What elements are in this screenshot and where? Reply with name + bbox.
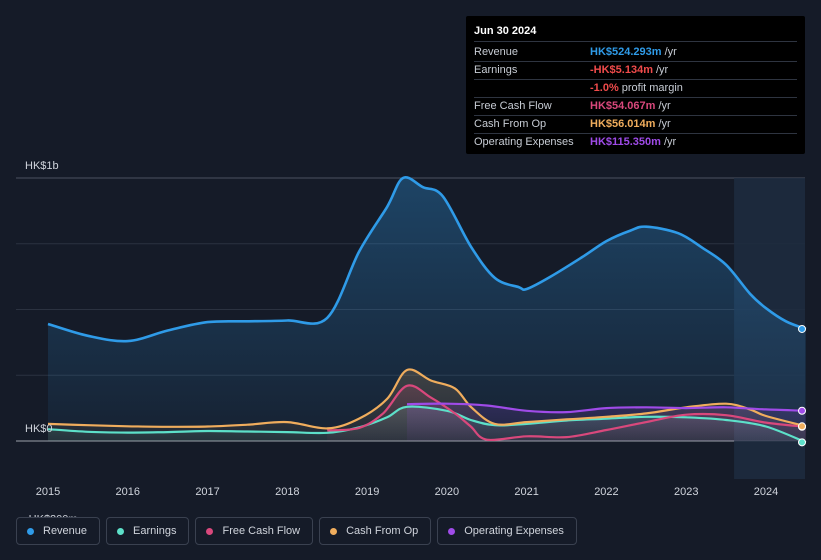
endpoint-earnings xyxy=(798,438,806,447)
area-revenue xyxy=(48,177,806,441)
y-tick-label: HK$0 xyxy=(25,423,53,435)
endpoint-cash-from-op xyxy=(798,422,806,431)
tooltip-value: HK$56.014m xyxy=(590,118,656,130)
legend-dot-icon xyxy=(117,527,125,535)
tooltip-label: Operating Expenses xyxy=(474,136,574,148)
line-operating-expenses xyxy=(406,402,806,414)
legend-label: Cash From Op xyxy=(346,525,419,537)
endpoint-operating-expenses xyxy=(798,406,806,415)
legend-item-cash-from-op[interactable]: Cash From Op xyxy=(319,517,432,545)
tooltip-row-revenue: Revenue HK$524.293m/yr xyxy=(474,44,797,62)
legend-label: Revenue xyxy=(43,525,88,537)
line-revenue xyxy=(47,176,807,343)
line-free-cash-flow xyxy=(327,384,807,442)
x-tick-label: 2019 xyxy=(355,486,379,498)
endpoint-revenue xyxy=(798,324,806,333)
x-axis: 2015 2016 2017 2018 2019 2020 2021 2022 2023 2024 xyxy=(36,486,778,498)
x-tick-label: 2018 xyxy=(275,486,299,498)
series-lines xyxy=(47,176,807,444)
tooltip-value: HK$115.350m xyxy=(590,136,661,148)
tooltip-unit: /yr xyxy=(655,64,669,76)
tooltip-unit: /yr xyxy=(663,136,677,148)
tooltip-row-earnings: Earnings -HK$5.134m/yr xyxy=(474,62,797,80)
tooltip-label xyxy=(474,80,590,97)
legend-item-revenue[interactable]: Revenue xyxy=(16,517,101,545)
tooltip-unit: /yr xyxy=(658,118,671,130)
tooltip-row-operating-expenses: Operating Expenses HK$115.350m/yr xyxy=(474,134,797,151)
x-tick-label: 2022 xyxy=(594,486,618,498)
legend-item-free-cash-flow[interactable]: Free Cash Flow xyxy=(195,517,314,545)
x-tick-label: 2015 xyxy=(36,486,60,498)
legend-dot-icon xyxy=(330,527,338,535)
line-cash-from-op xyxy=(47,368,807,430)
legend-item-earnings[interactable]: Earnings xyxy=(106,517,190,545)
tooltip-value: HK$524.293m xyxy=(590,46,662,58)
tooltip-label: Earnings xyxy=(474,64,518,76)
x-tick-label: 2017 xyxy=(195,486,219,498)
x-tick-label: 2020 xyxy=(435,486,459,498)
legend-label: Free Cash Flow xyxy=(222,525,301,537)
x-tick-label: 2016 xyxy=(116,486,140,498)
tooltip-value: HK$54.067m xyxy=(590,100,656,112)
tooltip-date: Jun 30 2024 xyxy=(474,23,797,42)
tooltip-label: Free Cash Flow xyxy=(474,100,552,112)
tooltip-value: -HK$5.134m xyxy=(590,64,653,76)
legend-item-operating-expenses[interactable]: Operating Expenses xyxy=(437,517,577,545)
legend-dot-icon xyxy=(206,527,214,535)
tooltip-unit: /yr xyxy=(658,100,671,112)
legend-dot-icon xyxy=(27,527,34,535)
tooltip-unit: profit margin xyxy=(621,82,683,94)
tooltip-row-profit-margin: -1.0% profit margin xyxy=(474,80,797,98)
legend-label: Earnings xyxy=(133,525,177,537)
tooltip-label: Revenue xyxy=(474,46,519,58)
x-tick-label: 2024 xyxy=(754,486,778,498)
series-endpoints xyxy=(798,324,806,447)
legend-dot-icon xyxy=(448,527,456,535)
x-tick-label: 2021 xyxy=(514,486,538,498)
tooltip-value: -1.0% xyxy=(590,82,619,94)
x-tick-label: 2023 xyxy=(674,486,698,498)
legend-label: Operating Expenses xyxy=(464,525,564,537)
tooltip: Jun 30 2024 Revenue HK$524.293m/yr Earning… xyxy=(466,16,805,154)
legend: Revenue Earnings Free Cash Flow Cash From O… xyxy=(16,517,577,545)
y-tick-label: HK$1b xyxy=(25,160,59,172)
tooltip-row-free-cash-flow: Free Cash Flow HK$54.067m/yr xyxy=(474,98,797,116)
tooltip-unit: /yr xyxy=(664,46,677,58)
tooltip-row-cash-from-op: Cash From Op HK$56.014m/yr xyxy=(474,116,797,134)
tooltip-label: Cash From Op xyxy=(474,118,547,130)
